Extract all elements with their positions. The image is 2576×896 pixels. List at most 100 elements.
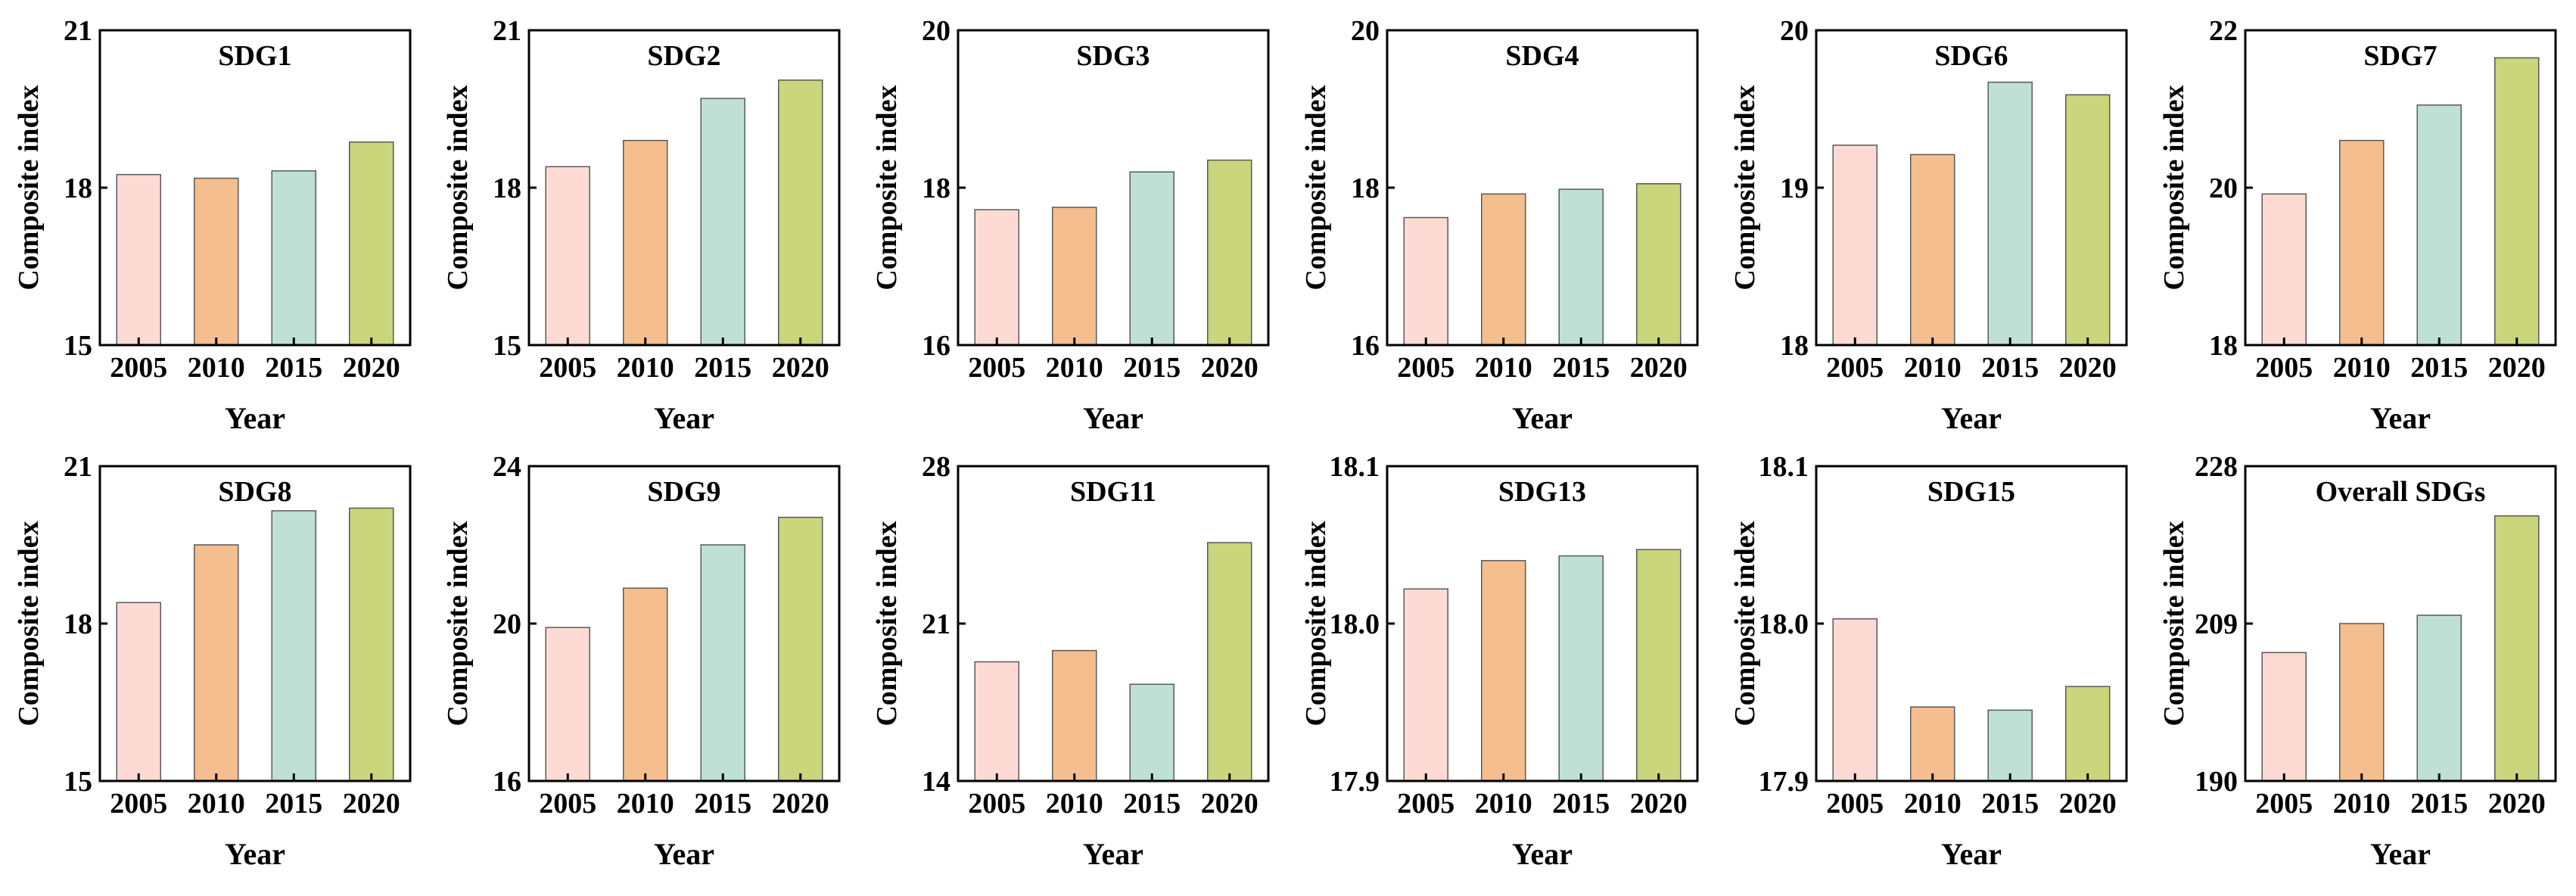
chart-svg: 16 20 24 2005 2010 2015 2020 SDG9 Year Composite … [442, 451, 841, 871]
x-tick-label: 2020 [1630, 352, 1688, 384]
bar-2020 [349, 141, 394, 346]
y-tick-label: 190 [2195, 766, 2238, 798]
x-tick-label: 2010 [188, 788, 245, 820]
chart-svg: 17.9 18.0 18.1 2005 2010 2015 2020 SDG13 Year Com… [1300, 451, 1699, 871]
y-tick-label: 18.0 [1759, 608, 1809, 640]
x-tick-label: 2020 [1630, 788, 1688, 820]
chart-sdg9: 16 20 24 2005 2010 2015 2020 SDG9 Year Composite … [429, 436, 853, 882]
x-tick-label: 2020 [343, 352, 400, 384]
y-tick-label: 14 [922, 766, 950, 798]
bar-2020 [2065, 686, 2111, 782]
x-tick-label: 2010 [1475, 352, 1532, 384]
chart-svg: 16 18 20 2005 2010 2015 2020 SDG3 Year Composite … [871, 15, 1270, 435]
chart-svg: 14 21 28 2005 2010 2015 2020 SDG11 Year Composite… [871, 451, 1270, 871]
y-tick-label: 21 [922, 608, 950, 640]
x-tick-label: 2005 [110, 352, 167, 384]
bar-2010 [2339, 623, 2385, 782]
x-tick-label: 2015 [694, 352, 751, 384]
chart-title: SDG7 [2363, 40, 2437, 72]
x-tick-label: 2005 [968, 352, 1025, 384]
x-tick-label: 2005 [968, 788, 1025, 820]
y-tick-label: 20 [2209, 173, 2238, 204]
chart-title: SDG2 [647, 40, 720, 72]
x-tick-label: 2015 [2410, 788, 2468, 820]
y-tick-label: 20 [922, 15, 950, 47]
bar-2020 [2494, 515, 2540, 782]
bar-2010 [623, 587, 668, 782]
chart-svg: 18 19 20 2005 2010 2015 2020 SDG6 Year Composite … [1729, 15, 2128, 435]
bar-2015 [700, 98, 745, 346]
chart-title: SDG8 [218, 476, 291, 508]
chart-sdg7: 18 20 22 2005 2010 2015 2020 SDG7 Year Composite … [2145, 0, 2569, 446]
x-tick-label: 2015 [1123, 352, 1181, 384]
chart-title: SDG1 [218, 40, 291, 72]
x-tick-label: 2005 [539, 352, 596, 384]
y-tick-label: 22 [2209, 15, 2238, 47]
y-tick-label: 21 [493, 15, 521, 47]
bar-2020 [778, 516, 823, 782]
chart-title: SDG11 [1070, 476, 1156, 508]
x-axis-label: Year [225, 837, 285, 871]
bar-2010 [2339, 139, 2385, 346]
y-axis-label: Composite index [2158, 521, 2190, 726]
bar-2015 [271, 510, 316, 782]
x-tick-label: 2015 [1981, 352, 2039, 384]
y-tick-label: 209 [2195, 608, 2238, 640]
x-tick-label: 2020 [772, 352, 829, 384]
y-axis-label: Composite index [442, 85, 474, 290]
bar-2010 [623, 139, 668, 346]
x-axis-label: Year [1083, 837, 1143, 871]
bar-2005 [116, 602, 161, 782]
x-tick-label: 2010 [1904, 788, 1962, 820]
bar-2015 [1987, 81, 2033, 346]
x-axis-label: Year [654, 837, 714, 871]
bar-2020 [2494, 57, 2540, 346]
x-axis-label: Year [225, 401, 285, 435]
y-axis-label: Composite index [1729, 521, 1761, 726]
y-tick-label: 18 [922, 173, 950, 204]
y-tick-label: 18.1 [1759, 451, 1809, 483]
y-axis-label: Composite index [2158, 85, 2190, 290]
x-axis-label: Year [654, 401, 714, 435]
y-axis-label: Composite index [1729, 85, 1761, 290]
x-tick-label: 2005 [1397, 352, 1454, 384]
x-axis-label: Year [1512, 401, 1573, 435]
x-tick-label: 2005 [1826, 352, 1884, 384]
x-tick-label: 2020 [1201, 352, 1258, 384]
chart-title: SDG4 [1505, 40, 1579, 72]
y-tick-label: 16 [493, 766, 521, 798]
x-tick-label: 2005 [1397, 788, 1454, 820]
chart-title: SDG15 [1927, 476, 2015, 508]
x-tick-label: 2020 [2488, 788, 2546, 820]
y-tick-label: 18 [64, 173, 92, 204]
x-tick-label: 2010 [2333, 788, 2391, 820]
bar-2010 [1052, 649, 1097, 782]
bar-2015 [1129, 683, 1174, 782]
chart-title: SDG9 [647, 476, 720, 508]
x-axis-label: Year [2370, 401, 2431, 435]
y-tick-label: 20 [493, 608, 521, 640]
x-tick-label: 2010 [617, 352, 674, 384]
y-tick-label: 16 [922, 330, 950, 362]
x-tick-label: 2010 [617, 788, 674, 820]
x-tick-label: 2005 [1826, 788, 1884, 820]
bar-2010 [1481, 560, 1526, 782]
y-tick-label: 18 [1351, 173, 1380, 204]
x-tick-label: 2015 [265, 788, 322, 820]
x-tick-label: 2020 [2059, 352, 2117, 384]
y-tick-label: 19 [1780, 173, 1809, 204]
chart-svg: 18 20 22 2005 2010 2015 2020 SDG7 Year Composite … [2158, 15, 2557, 435]
x-tick-label: 2020 [772, 788, 829, 820]
x-axis-label: Year [2370, 837, 2431, 871]
chart-sdg11: 14 21 28 2005 2010 2015 2020 SDG11 Year Composite… [858, 436, 1282, 882]
y-tick-label: 18 [1780, 330, 1809, 362]
chart-title: SDG6 [1934, 40, 2008, 72]
chart-sdg1: 15 18 21 2005 2010 2015 2020 SDG1 Year Composite … [0, 0, 424, 446]
y-tick-label: 18 [64, 608, 92, 640]
x-tick-label: 2010 [1475, 788, 1532, 820]
y-tick-label: 20 [1351, 15, 1380, 47]
chart-title: SDG3 [1076, 40, 1150, 72]
x-axis-label: Year [1083, 401, 1143, 435]
x-tick-label: 2020 [343, 788, 400, 820]
x-tick-label: 2005 [539, 788, 596, 820]
